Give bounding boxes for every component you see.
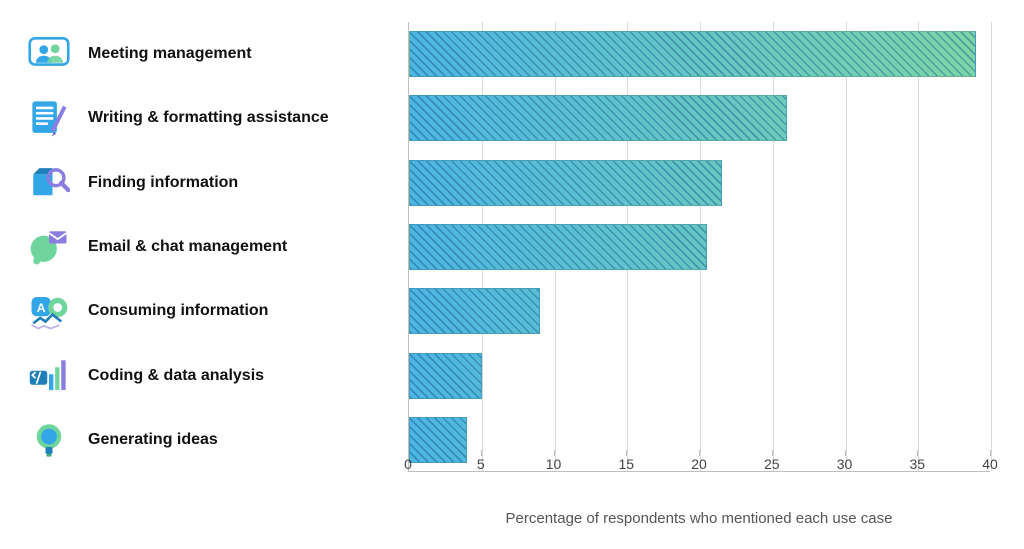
find-icon xyxy=(28,162,70,204)
legend-row: Meeting management xyxy=(28,22,386,86)
legend-row: Finding information xyxy=(28,151,386,215)
legend-row: A Consuming information xyxy=(28,279,386,343)
x-tick-label: 5 xyxy=(477,456,485,472)
legend-label: Generating ideas xyxy=(88,431,218,449)
legend-column: Meeting management Writing & formatting … xyxy=(28,22,386,472)
bar xyxy=(409,31,976,77)
legend-label: Coding & data analysis xyxy=(88,367,264,385)
svg-text:A: A xyxy=(37,301,46,315)
gridline xyxy=(773,22,774,471)
x-tick-label: 30 xyxy=(837,456,853,472)
bar-hatch xyxy=(410,354,481,398)
consuming-icon: A xyxy=(28,290,70,332)
email-chat-icon xyxy=(28,226,70,268)
x-tick-label: 10 xyxy=(546,456,562,472)
coding-chart-icon xyxy=(28,355,70,397)
bar xyxy=(409,417,467,463)
legend-row: Email & chat management xyxy=(28,215,386,279)
bar xyxy=(409,353,482,399)
x-tick-label: 25 xyxy=(764,456,780,472)
chart-root: Meeting management Writing & formatting … xyxy=(0,0,1024,549)
bar-hatch xyxy=(410,32,975,76)
x-tick-label: 35 xyxy=(909,456,925,472)
bar xyxy=(409,95,787,141)
legend-label: Consuming information xyxy=(88,302,268,320)
bar-hatch xyxy=(410,289,539,333)
bar xyxy=(409,288,540,334)
legend-row: Coding & data analysis xyxy=(28,343,386,407)
legend-row: Writing & formatting assistance xyxy=(28,86,386,150)
x-axis-label: Percentage of respondents who mentioned … xyxy=(408,510,990,527)
x-tick-label: 15 xyxy=(618,456,634,472)
legend-label: Writing & formatting assistance xyxy=(88,109,329,127)
idea-icon xyxy=(28,419,70,461)
bar xyxy=(409,160,722,206)
bar xyxy=(409,224,707,270)
legend-label: Email & chat management xyxy=(88,238,287,256)
gridline xyxy=(991,22,992,471)
writing-icon xyxy=(28,97,70,139)
x-tick-label: 20 xyxy=(691,456,707,472)
bar-hatch xyxy=(410,96,786,140)
legend-label: Meeting management xyxy=(88,45,252,63)
plot-area xyxy=(408,22,990,472)
bar-hatch xyxy=(410,225,706,269)
x-tick-label: 40 xyxy=(982,456,998,472)
chart-area xyxy=(408,22,990,472)
bar-hatch xyxy=(410,418,466,462)
x-tick-label: 0 xyxy=(404,456,412,472)
legend-row: Generating ideas xyxy=(28,408,386,472)
gridline xyxy=(846,22,847,471)
people-icon xyxy=(28,33,70,75)
legend-label: Finding information xyxy=(88,174,238,192)
bar-hatch xyxy=(410,161,721,205)
gridline xyxy=(918,22,919,471)
